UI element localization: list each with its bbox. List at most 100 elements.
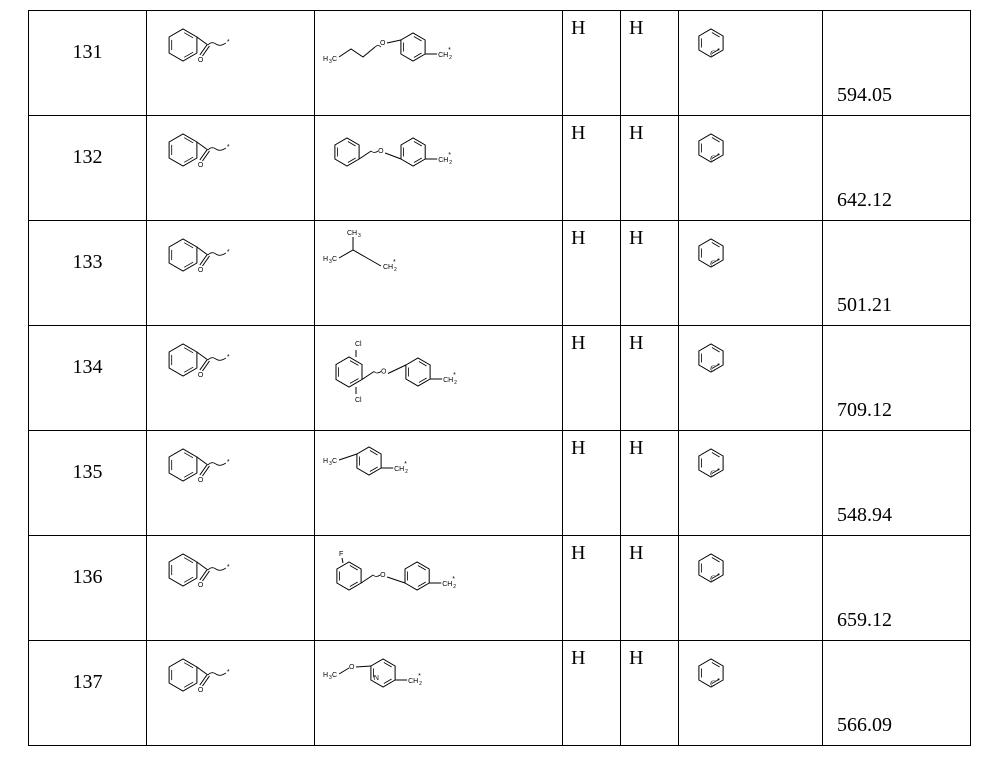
- svg-text:*: *: [404, 461, 407, 468]
- compound-id: 131: [73, 41, 103, 64]
- svg-text:CH: CH: [442, 581, 452, 588]
- phenyl-radical-structure-icon: C*: [685, 17, 745, 67]
- svg-text:CH: CH: [394, 466, 404, 473]
- structure-r5-cell: C*: [679, 326, 823, 431]
- benzaldehyde-structure-icon: O*: [153, 647, 243, 709]
- phenyl-radical-structure-icon: C*: [685, 437, 745, 487]
- r4-cell: H: [621, 116, 679, 221]
- benzaldehyde-structure-icon: O*: [153, 437, 243, 499]
- table-row: 132O*OCH2*HHC*642.12: [29, 116, 971, 221]
- svg-text:Cl: Cl: [355, 397, 362, 404]
- compound-table: 131O*H3COCH2*HHC*594.05132O*OCH2*HHC*642…: [28, 10, 971, 746]
- structure-r5-cell: C*: [679, 116, 823, 221]
- structure-r2-cell: OCH2*: [315, 116, 563, 221]
- svg-text:3: 3: [358, 233, 361, 239]
- structure-r1-cell: O*: [147, 221, 315, 326]
- compound-value: 594.05: [837, 84, 892, 107]
- structure-r1-cell: O*: [147, 116, 315, 221]
- svg-text:O: O: [198, 477, 204, 484]
- svg-text:C: C: [332, 458, 337, 465]
- r3-value: H: [571, 122, 585, 145]
- svg-text:CH: CH: [438, 157, 448, 164]
- r2-structure-icon: H3CCH3CH2*: [321, 227, 431, 277]
- svg-text:2: 2: [419, 681, 422, 687]
- value-cell: 501.21: [823, 221, 971, 326]
- r3-value: H: [571, 17, 585, 40]
- structure-r1-cell: O*: [147, 11, 315, 116]
- table-row: 131O*H3COCH2*HHC*594.05: [29, 11, 971, 116]
- svg-text:*: *: [717, 363, 720, 370]
- structure-r1-cell: O*: [147, 326, 315, 431]
- svg-text:*: *: [227, 354, 230, 361]
- svg-text:*: *: [717, 48, 720, 55]
- r3-cell: H: [563, 431, 621, 536]
- r3-cell: H: [563, 116, 621, 221]
- benzaldehyde-structure-icon: O*: [153, 122, 243, 184]
- r4-cell: H: [621, 11, 679, 116]
- svg-text:*: *: [227, 249, 230, 256]
- svg-text:*: *: [393, 259, 396, 266]
- svg-text:C: C: [710, 469, 716, 478]
- table-row: 137O*H3CONCH2*HHC*566.09: [29, 641, 971, 746]
- r2-structure-icon: H3CONCH2*: [321, 647, 471, 697]
- table-row: 134O*ClClOCH2*HHC*709.12: [29, 326, 971, 431]
- svg-text:CH: CH: [347, 230, 357, 237]
- r4-cell: H: [621, 221, 679, 326]
- svg-text:*: *: [717, 678, 720, 685]
- svg-text:H: H: [323, 56, 328, 63]
- svg-text:*: *: [717, 153, 720, 160]
- phenyl-radical-structure-icon: C*: [685, 542, 745, 592]
- svg-text:*: *: [452, 576, 455, 583]
- svg-text:2: 2: [449, 160, 452, 166]
- value-cell: 566.09: [823, 641, 971, 746]
- compound-value: 659.12: [837, 609, 892, 632]
- svg-text:C: C: [710, 49, 716, 58]
- svg-text:*: *: [717, 573, 720, 580]
- r4-value: H: [629, 437, 643, 460]
- svg-text:C: C: [710, 364, 716, 373]
- table-row: 136O*FOCH2*HHC*659.12: [29, 536, 971, 641]
- r3-cell: H: [563, 221, 621, 326]
- svg-text:2: 2: [454, 380, 457, 386]
- r4-cell: H: [621, 326, 679, 431]
- svg-text:C: C: [710, 574, 716, 583]
- r2-structure-icon: FOCH2*: [321, 542, 511, 602]
- svg-text:O: O: [380, 572, 386, 579]
- compound-id-cell: 137: [29, 641, 147, 746]
- compound-id: 132: [73, 146, 103, 169]
- table-row: 135O*H3CCH2*HHC*548.94: [29, 431, 971, 536]
- phenyl-radical-structure-icon: C*: [685, 332, 745, 382]
- benzaldehyde-structure-icon: O*: [153, 542, 243, 604]
- r3-value: H: [571, 542, 585, 565]
- svg-text:*: *: [418, 673, 421, 680]
- svg-text:O: O: [380, 40, 386, 47]
- compound-id: 135: [73, 461, 103, 484]
- compound-id: 137: [73, 671, 103, 694]
- r3-cell: H: [563, 536, 621, 641]
- compound-value: 501.21: [837, 294, 892, 317]
- compound-id-cell: 131: [29, 11, 147, 116]
- svg-text:C: C: [710, 259, 716, 268]
- structure-r2-cell: FOCH2*: [315, 536, 563, 641]
- svg-text:C: C: [332, 256, 337, 263]
- structure-r2-cell: H3CONCH2*: [315, 641, 563, 746]
- svg-text:N: N: [374, 675, 379, 682]
- table-row: 133O*H3CCH3CH2*HHC*501.21: [29, 221, 971, 326]
- svg-text:2: 2: [405, 469, 408, 475]
- compound-id-cell: 132: [29, 116, 147, 221]
- svg-text:*: *: [227, 39, 230, 46]
- r2-structure-icon: ClClOCH2*: [321, 332, 511, 410]
- svg-text:2: 2: [453, 584, 456, 590]
- svg-text:2: 2: [449, 55, 452, 61]
- svg-text:2: 2: [394, 267, 397, 273]
- svg-text:*: *: [227, 669, 230, 676]
- svg-text:*: *: [453, 372, 456, 379]
- svg-text:C: C: [710, 679, 716, 688]
- r4-value: H: [629, 542, 643, 565]
- compound-id-cell: 135: [29, 431, 147, 536]
- compound-value: 642.12: [837, 189, 892, 212]
- r2-structure-icon: H3COCH2*: [321, 17, 481, 73]
- r4-value: H: [629, 17, 643, 40]
- svg-text:CH: CH: [408, 678, 418, 685]
- svg-text:*: *: [717, 468, 720, 475]
